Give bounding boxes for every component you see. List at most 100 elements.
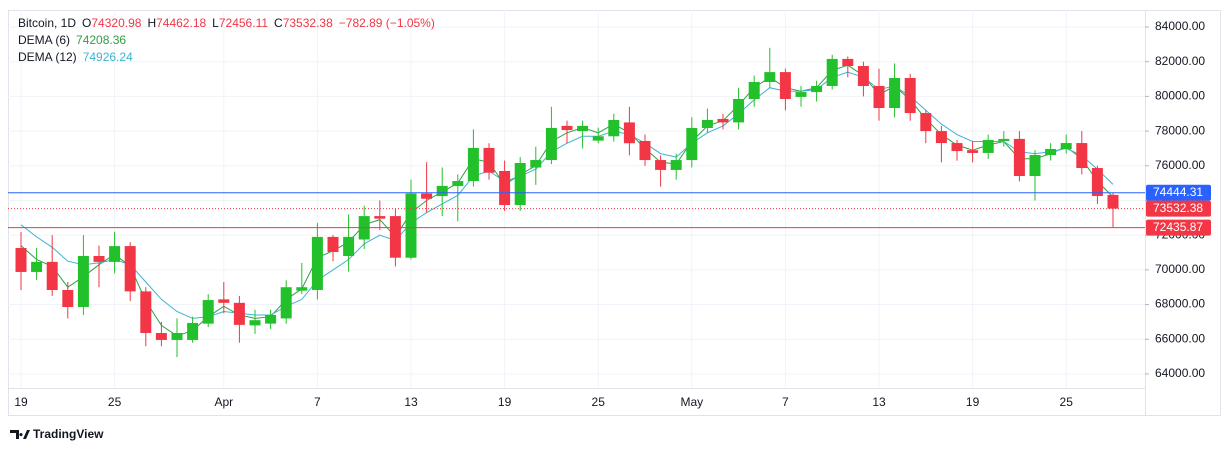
candle-body xyxy=(826,58,838,86)
candle-body xyxy=(889,78,901,109)
legend-text: 74320.98 xyxy=(91,16,141,30)
candle-body xyxy=(171,333,183,340)
candle-body xyxy=(982,139,994,153)
candle-body xyxy=(296,287,308,291)
legend-text: 72456.11 xyxy=(219,16,268,30)
candle-body xyxy=(577,125,589,132)
legend-text: 74462.18 xyxy=(156,16,206,30)
candle-body xyxy=(499,170,511,205)
price-label: 72435.87 xyxy=(1153,220,1203,234)
candle-body xyxy=(561,125,573,131)
x-tick-label: May xyxy=(680,395,703,409)
candle-body xyxy=(670,160,682,170)
y-tick-label: 70000.00 xyxy=(1155,262,1205,276)
candle-body xyxy=(967,150,979,153)
candle-body xyxy=(1060,143,1072,149)
candle-body xyxy=(343,236,355,256)
y-tick-label: 82000.00 xyxy=(1155,54,1205,68)
legend-text: DEMA (12) xyxy=(18,50,77,64)
candle-body xyxy=(592,136,604,141)
x-tick-label: 19 xyxy=(498,395,512,409)
price-label-bg xyxy=(1146,200,1211,217)
candle-body xyxy=(920,113,932,132)
candle-body xyxy=(374,216,386,219)
candle-body xyxy=(904,78,916,114)
legend-text: Bitcoin, 1D xyxy=(18,16,76,30)
candle-body xyxy=(15,248,27,272)
y-tick-label: 84000.00 xyxy=(1155,19,1205,33)
brand: TradingView xyxy=(10,427,104,441)
candle-body xyxy=(608,119,620,137)
candle-body xyxy=(686,127,698,161)
price-label-bg xyxy=(1146,184,1211,201)
chart-frame xyxy=(8,10,1221,416)
brand-logo xyxy=(10,430,30,439)
legend-text: C xyxy=(274,16,283,30)
candle-body xyxy=(873,85,885,109)
candle-body xyxy=(187,322,199,340)
candle-body xyxy=(1076,143,1088,169)
x-tick-label: 19 xyxy=(14,395,28,409)
candle-body xyxy=(46,261,58,290)
candle-body xyxy=(717,118,729,123)
candle-body xyxy=(249,320,261,326)
y-tick-label: 78000.00 xyxy=(1155,123,1205,137)
candle-body xyxy=(467,147,479,182)
price-label: 73532.38 xyxy=(1153,201,1203,215)
legend-text: 73532.38 xyxy=(283,16,333,30)
candle-body xyxy=(124,246,136,292)
legend-text: 74208.36 xyxy=(76,33,126,47)
candle-body xyxy=(280,287,292,319)
candle-body xyxy=(62,289,74,307)
candle-body xyxy=(1107,194,1119,209)
candle-body xyxy=(421,193,433,199)
x-tick-label: 7 xyxy=(314,395,321,409)
y-tick-label: 66000.00 xyxy=(1155,331,1205,345)
candle-body xyxy=(389,216,401,258)
candle-body xyxy=(623,122,635,144)
candle-body xyxy=(795,92,807,97)
candle-body xyxy=(779,72,791,99)
candle-body xyxy=(1045,148,1057,156)
candle-body xyxy=(202,300,214,324)
legend-text: L xyxy=(212,16,219,30)
x-tick-label: 19 xyxy=(966,395,980,409)
candle-body xyxy=(998,138,1010,141)
x-tick-label: 13 xyxy=(404,395,418,409)
y-tick-label: 76000.00 xyxy=(1155,158,1205,172)
legend-text: DEMA (6) xyxy=(18,33,70,47)
candle-body xyxy=(483,147,495,173)
brand-name: TradingView xyxy=(33,427,104,441)
candle-body xyxy=(140,291,152,334)
x-tick-label: Apr xyxy=(214,395,233,409)
candle-body xyxy=(155,333,167,340)
candle-body xyxy=(764,72,776,82)
legend-text: 74926.24 xyxy=(83,50,133,64)
candles xyxy=(15,47,1119,358)
candle-body xyxy=(935,131,947,144)
x-tick-label: 25 xyxy=(592,395,606,409)
y-tick-label: 80000.00 xyxy=(1155,89,1205,103)
x-tick-label: 25 xyxy=(108,395,122,409)
candle-body xyxy=(857,66,869,86)
candle-body xyxy=(436,185,448,197)
price-label-bg xyxy=(1146,219,1211,236)
candle-body xyxy=(733,98,745,123)
candle-body xyxy=(545,127,557,161)
candle-body xyxy=(31,261,43,272)
candle-body xyxy=(842,58,854,67)
legend-text: −782.89 (−1.05%) xyxy=(339,16,435,30)
candle-body xyxy=(639,140,651,161)
legend-text: H xyxy=(147,16,156,30)
candle-body xyxy=(530,160,542,168)
candle-body xyxy=(265,314,277,324)
candle-body xyxy=(701,119,713,128)
candle-body xyxy=(109,246,121,262)
candle-body xyxy=(405,193,417,258)
candle-body xyxy=(218,299,230,303)
candle-body xyxy=(1013,138,1025,177)
candle-body xyxy=(811,85,823,93)
candle-body xyxy=(93,255,105,262)
